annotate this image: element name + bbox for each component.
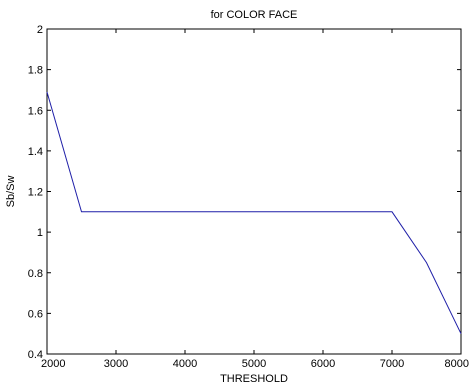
x-tick-label: 6000 xyxy=(311,358,335,370)
x-tick-label: 2000 xyxy=(41,358,65,370)
y-tick-label: 0.6 xyxy=(28,308,43,320)
y-tick-label: 0.4 xyxy=(28,349,43,361)
y-axis-title: Sb/Sw xyxy=(5,176,17,208)
y-tick-label: 1.6 xyxy=(28,105,43,117)
y-tick-label: 2 xyxy=(37,24,43,36)
series-line xyxy=(46,91,462,334)
x-axis-title: THRESHOLD xyxy=(220,373,288,385)
plot-area xyxy=(46,28,462,355)
y-tick-label: 1 xyxy=(37,227,43,239)
series-layer xyxy=(46,91,462,334)
y-tick-label: 1.4 xyxy=(28,146,43,158)
x-tick-label: 4000 xyxy=(173,358,197,370)
chart-title: for COLOR FACE xyxy=(211,9,298,21)
y-tick-label: 1.2 xyxy=(28,187,43,199)
x-tick-label: 8000 xyxy=(445,358,469,370)
x-tick-label: 5000 xyxy=(242,358,266,370)
y-tick-label: 0.8 xyxy=(28,268,43,280)
x-tick-label: 7000 xyxy=(380,358,404,370)
x-tick-label: 3000 xyxy=(104,358,128,370)
y-tick-label: 1.8 xyxy=(28,65,43,77)
ticks-layer: 2000 3000 4000 5000 6000 7000 8000 0.4 0.6 0.8 1 1.… xyxy=(28,24,469,370)
